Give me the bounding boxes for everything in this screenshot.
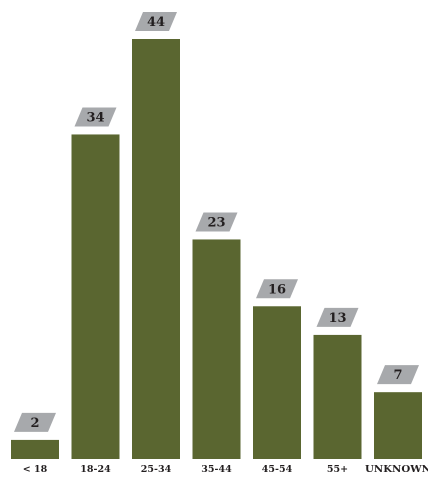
value-badge-unknown: [377, 365, 419, 385]
bar-25-34: [132, 39, 180, 459]
category-label-45-54: 45-54: [262, 464, 293, 475]
value-badge-18: [14, 412, 56, 432]
category-label-25-34: 25-34: [141, 464, 172, 475]
data-label-55: 13: [328, 311, 346, 326]
data-label-45-54: 16: [268, 282, 286, 297]
bar-unknown: [374, 392, 422, 459]
bar-35-44: [192, 239, 241, 459]
data-label-18: 2: [30, 416, 39, 431]
value-badge-55: [316, 307, 359, 327]
bar-55: [313, 334, 362, 459]
category-label-18-24: 18-24: [80, 464, 111, 475]
bar-18: [11, 439, 59, 459]
data-label-18-24: 34: [86, 110, 104, 125]
category-label-35-44: 35-44: [201, 464, 232, 475]
value-badge-25-34: [135, 12, 177, 31]
value-badge-45-54: [256, 279, 298, 299]
value-badge-18-24: [74, 107, 117, 127]
data-label-unknown: 7: [393, 368, 402, 383]
category-label-55: 55+: [327, 464, 348, 475]
category-labels-group: < 18 18-24 25-34 35-44 45-54 55+ UNKNOWN: [23, 464, 428, 475]
category-label-unknown: UNKNOWN: [365, 464, 428, 475]
bars-group: [11, 39, 422, 460]
value-badge-35-44: [195, 212, 238, 232]
data-label-25-34: 44: [147, 15, 165, 30]
category-label-18: < 18: [23, 464, 48, 475]
bar-45-54: [253, 306, 301, 459]
data-label-35-44: 23: [207, 215, 225, 230]
bar-18-24: [71, 134, 120, 460]
value-badges-group: 2 34 44 23 16 13 7: [14, 12, 419, 432]
